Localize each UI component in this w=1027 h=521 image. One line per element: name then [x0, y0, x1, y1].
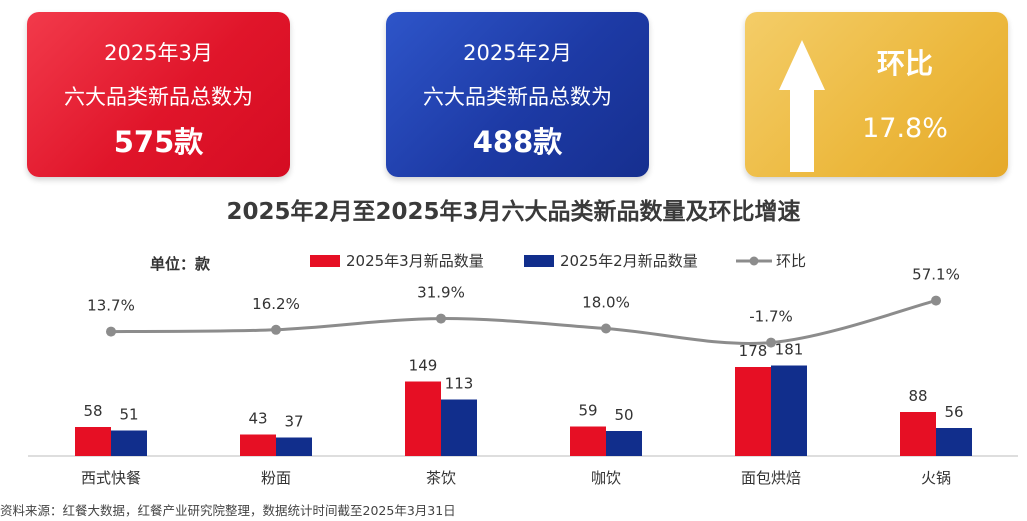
bar-march-label-1: 43 [248, 410, 267, 428]
bar-march-label-4: 178 [739, 342, 768, 360]
legend-item-mom: 环比 [736, 251, 806, 271]
bar-feb-label-0: 51 [119, 406, 138, 424]
legend-swatch-march [310, 255, 340, 267]
bar-feb-5 [936, 428, 972, 456]
bar-march-5 [900, 412, 936, 456]
march-total-card: 2025年3月 六大品类新品总数为 575款 [27, 12, 290, 177]
legend-swatch-feb [524, 255, 554, 267]
category-label-1: 粉面 [261, 469, 291, 487]
mom-point-4 [766, 337, 776, 348]
bar-march-label-3: 59 [578, 402, 597, 420]
chart-title: 2025年2月至2025年3月六大品类新品数量及环比增速 [226, 199, 801, 225]
mom-point-2 [436, 313, 446, 324]
category-label-4: 面包烘焙 [741, 469, 801, 487]
legend-label-march: 2025年3月新品数量 [346, 252, 484, 270]
bar-march-1 [240, 434, 276, 456]
bar-march-2 [405, 381, 441, 456]
feb-card-caption: 六大品类新品总数为 [423, 85, 612, 109]
bar-feb-label-4: 181 [775, 341, 804, 359]
mom-label-0: 13.7% [87, 297, 135, 315]
march-card-month: 2025年3月 [104, 41, 213, 65]
bar-feb-0 [111, 430, 147, 456]
mom-label-5: 57.1% [912, 266, 960, 284]
source-note: 资料来源：红餐大数据，红餐产业研究院整理，数据统计时间截至2025年3月31日 [0, 503, 456, 518]
legend-item-feb: 2025年2月新品数量 [524, 251, 698, 271]
mom-label-4: -1.7% [749, 308, 793, 326]
bar-march-3 [570, 426, 606, 456]
category-label-0: 西式快餐 [81, 469, 141, 487]
bar-feb-2 [441, 399, 477, 456]
mom-card-value: 17.8% [862, 113, 948, 144]
legend-item-march: 2025年3月新品数量 [310, 251, 484, 271]
mom-growth-card: 环比 17.8% [745, 12, 1008, 177]
category-label-5: 火锅 [921, 469, 951, 487]
march-card-caption: 六大品类新品总数为 [64, 85, 253, 109]
mom-label-3: 18.0% [582, 293, 630, 311]
mom-point-0 [106, 326, 116, 337]
mom-growth-line [110, 299, 937, 345]
up-arrow-icon [779, 40, 825, 172]
bar-feb-1 [276, 437, 312, 456]
legend-label-mom: 环比 [776, 252, 807, 270]
feb-card-value: 488款 [472, 125, 563, 159]
mom-card-label: 环比 [876, 47, 933, 80]
bar-march-label-0: 58 [83, 402, 102, 420]
bar-feb-4 [771, 365, 807, 456]
bar-march-label-2: 149 [409, 357, 438, 375]
bar-march-label-5: 88 [908, 387, 927, 405]
bar-feb-label-3: 50 [614, 406, 633, 424]
bar-feb-label-2: 113 [445, 375, 474, 393]
unit-label: 单位：款 [150, 255, 211, 273]
mom-label-1: 16.2% [252, 295, 300, 313]
feb-card-month: 2025年2月 [463, 41, 572, 65]
mom-point-5 [931, 295, 941, 306]
legend-swatch-mom [736, 256, 772, 266]
category-label-3: 咖饮 [591, 469, 621, 487]
bar-march-0 [75, 427, 111, 456]
legend-label-feb: 2025年2月新品数量 [560, 252, 698, 270]
mom-point-1 [271, 324, 281, 335]
mom-point-3 [601, 323, 611, 334]
march-card-value: 575款 [113, 125, 204, 159]
bar-feb-label-5: 56 [944, 403, 963, 421]
mom-label-2: 31.9% [417, 284, 465, 302]
bar-feb-3 [606, 431, 642, 456]
category-label-2: 茶饮 [426, 469, 456, 487]
feb-total-card: 2025年2月 六大品类新品总数为 488款 [386, 12, 649, 177]
bar-feb-label-1: 37 [284, 413, 303, 431]
bar-march-4 [735, 367, 771, 456]
